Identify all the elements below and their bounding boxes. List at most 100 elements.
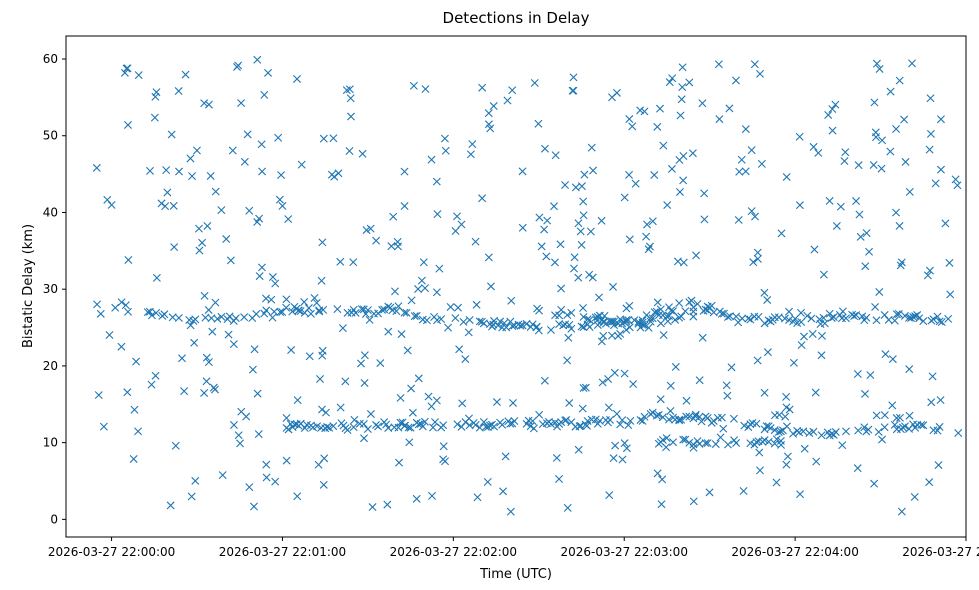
data-point <box>772 435 781 444</box>
x-tick-label: 2026-03-27 22:03:00 <box>561 545 688 559</box>
data-point <box>679 176 688 185</box>
data-point <box>925 478 934 487</box>
data-point <box>171 441 180 450</box>
data-point <box>880 411 889 420</box>
data-point <box>103 195 112 204</box>
data-point <box>466 150 475 159</box>
data-point <box>396 393 405 402</box>
data-point <box>658 475 667 484</box>
data-point <box>880 423 889 432</box>
data-point <box>895 413 904 422</box>
data-point <box>407 384 416 393</box>
data-point <box>616 315 625 324</box>
data-point <box>803 311 812 320</box>
data-point <box>262 473 271 482</box>
data-point <box>261 294 270 303</box>
data-point <box>217 312 226 321</box>
data-point <box>360 434 369 443</box>
data-point <box>147 311 156 320</box>
data-point <box>781 412 790 421</box>
data-point <box>855 210 864 219</box>
data-point <box>719 424 728 433</box>
data-point <box>666 381 675 390</box>
data-point <box>334 169 343 178</box>
data-point <box>490 422 499 431</box>
data-point <box>886 147 895 156</box>
data-point <box>567 308 576 317</box>
x-tick-label: 2026-03-27 22:05:00 <box>902 545 979 559</box>
data-point <box>605 415 614 424</box>
data-point <box>685 78 694 87</box>
data-point <box>886 87 895 96</box>
data-point <box>506 507 515 516</box>
data-point <box>653 298 662 307</box>
chart-title: Detections in Delay <box>443 9 590 27</box>
data-point <box>836 202 845 211</box>
data-point <box>770 439 779 448</box>
data-point <box>926 129 935 138</box>
data-point <box>475 317 484 326</box>
data-point <box>861 262 870 271</box>
data-point <box>535 213 544 222</box>
data-point <box>752 438 761 447</box>
data-point <box>636 106 645 115</box>
data-point <box>93 300 102 309</box>
data-point <box>152 88 161 97</box>
data-point <box>870 479 879 488</box>
data-point <box>658 413 667 422</box>
data-point <box>722 381 731 390</box>
data-point <box>218 471 227 480</box>
data-point <box>394 302 403 311</box>
data-point <box>293 492 302 501</box>
data-point <box>597 316 606 325</box>
data-point <box>275 195 284 204</box>
data-point <box>530 78 539 87</box>
data-point <box>717 413 726 422</box>
data-point <box>744 314 753 323</box>
data-point <box>234 61 243 70</box>
data-point <box>195 246 204 255</box>
data-point <box>667 164 676 173</box>
data-point <box>420 417 429 426</box>
data-point <box>910 492 919 501</box>
x-tick-label: 2026-03-27 22:01:00 <box>219 545 346 559</box>
data-point <box>900 115 909 124</box>
data-point <box>610 317 619 326</box>
data-point <box>760 436 769 445</box>
data-point <box>668 74 677 83</box>
data-point <box>622 304 631 313</box>
data-point <box>568 86 577 95</box>
data-point <box>864 425 873 434</box>
data-point <box>306 309 315 318</box>
data-point <box>878 435 887 444</box>
data-point <box>644 323 653 332</box>
data-point <box>685 438 694 447</box>
data-point <box>729 414 738 423</box>
data-point <box>776 436 785 445</box>
data-point <box>170 243 179 252</box>
data-point <box>421 284 429 293</box>
data-point <box>827 313 836 322</box>
data-point <box>508 86 517 95</box>
data-point <box>571 183 580 192</box>
data-point <box>569 73 578 82</box>
data-point <box>274 133 283 142</box>
data-point <box>570 253 579 262</box>
data-point <box>895 221 904 230</box>
data-point <box>936 396 945 405</box>
data-point <box>494 321 503 330</box>
data-point <box>881 350 890 359</box>
data-point <box>852 311 861 320</box>
data-point <box>535 306 544 315</box>
data-point <box>186 321 195 330</box>
data-point <box>294 306 303 315</box>
data-point <box>365 315 374 324</box>
data-point <box>757 159 766 168</box>
data-point <box>383 500 392 509</box>
data-point <box>166 501 175 510</box>
data-point <box>933 312 942 321</box>
data-point <box>766 424 775 433</box>
data-point <box>732 438 741 447</box>
data-point <box>107 200 116 209</box>
